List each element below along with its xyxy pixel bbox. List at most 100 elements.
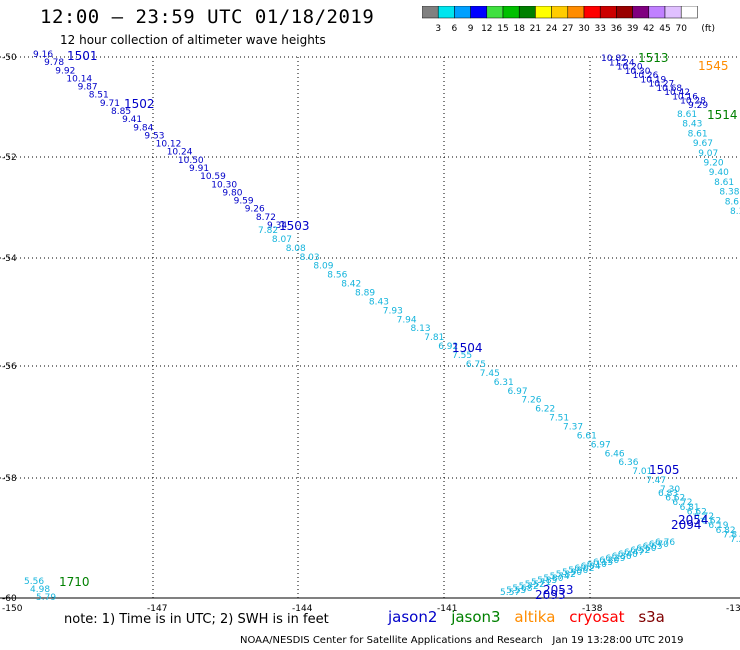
pass-number-label: 2094 bbox=[671, 518, 702, 532]
swh-value-label: 5.71 bbox=[531, 578, 551, 588]
swh-value-label: 6.15 bbox=[593, 558, 613, 568]
longitude-label: -144 bbox=[292, 604, 313, 614]
legend-s3a: s3a bbox=[638, 608, 665, 626]
swh-value-label: 6.70 bbox=[649, 540, 669, 550]
swh-value-label: 10.59 bbox=[200, 172, 226, 182]
swh-value-label: 9.59 bbox=[234, 197, 254, 207]
swh-value-label: 7.01 bbox=[632, 467, 652, 477]
swh-value-label: 8.3 bbox=[730, 207, 740, 217]
longitude-label: -13 bbox=[726, 604, 740, 614]
swh-value-label: 6.62 bbox=[665, 494, 685, 504]
legend-altika: altika bbox=[514, 608, 556, 626]
color-scale-legend: 3 6 9 12 15 18 21 24 27 30 33 36 39 42 45 70 (ft) bbox=[422, 6, 715, 34]
color-scale-tick: 9 bbox=[468, 24, 474, 34]
color-scale-tick: 6 bbox=[452, 24, 458, 34]
swh-value-label: 5.52 bbox=[525, 580, 545, 590]
swh-value-label: 5.85 bbox=[537, 576, 557, 586]
color-swatch bbox=[680, 6, 698, 19]
swh-value-label: 9.07 bbox=[698, 149, 718, 159]
pass-number-label: 1710 bbox=[59, 575, 90, 589]
swh-value-label: 7.93 bbox=[383, 306, 403, 316]
swh-value-label: 9.84 bbox=[133, 123, 153, 133]
pass-number-label: 1514 bbox=[707, 108, 738, 122]
swh-value-label: 8.89 bbox=[355, 289, 375, 299]
swh-value-label: 5.57 bbox=[500, 588, 520, 598]
satellite-legend: jason2 jason3 altika cryosat s3a bbox=[388, 608, 674, 626]
swh-value-label: 9.41 bbox=[122, 115, 142, 125]
swh-value-label: 10.50 bbox=[178, 156, 204, 166]
swh-value-label: 6.10 bbox=[587, 560, 607, 570]
color-scale-tick: 33 bbox=[594, 24, 605, 34]
swh-value-label: 6.65 bbox=[643, 542, 663, 552]
swh-value-label: 7.8 bbox=[723, 530, 738, 540]
map-subtitle: 12 hour collection of altimeter wave hei… bbox=[60, 33, 326, 47]
swh-value-label: 7.82 bbox=[258, 226, 278, 236]
swh-value-label: 10.12 bbox=[156, 140, 182, 150]
swh-value-label: 6.97 bbox=[591, 440, 611, 450]
latitude-label: -50 bbox=[2, 53, 17, 63]
altimeter-tracks: 9.169.789.9210.149.878.519.718.859.419.8… bbox=[24, 50, 740, 603]
swh-value-label: 6.47 bbox=[624, 548, 644, 558]
longitude-label: -141 bbox=[437, 604, 457, 614]
swh-value-label: 5.55 bbox=[506, 586, 526, 596]
swh-value-label: 5.96 bbox=[568, 566, 588, 576]
swh-value-label: 7.47 bbox=[646, 476, 666, 486]
swh-value-label: 8.38 bbox=[719, 188, 739, 198]
color-scale-tick: 27 bbox=[562, 24, 573, 34]
pass-number-label: 1545 bbox=[698, 59, 729, 73]
swh-value-label: 10.42 bbox=[664, 88, 690, 98]
color-scale-tick: 12 bbox=[481, 24, 492, 34]
swh-value-label: 9.80 bbox=[222, 188, 242, 198]
swh-value-label: 6.20 bbox=[599, 556, 619, 566]
swh-value-label: 7.26 bbox=[521, 396, 541, 406]
pass-number-label: 1502 bbox=[124, 97, 155, 111]
pass-number-label: 2053 bbox=[543, 583, 574, 597]
swh-value-label: 6.46 bbox=[605, 449, 625, 459]
swh-value-label: 8.08 bbox=[286, 244, 306, 254]
timestamp-text: Jan 19 13:28:00 UTC 2019 bbox=[552, 635, 684, 646]
swh-value-label: 8.56 bbox=[327, 271, 347, 281]
swh-value-label: 8.13 bbox=[411, 324, 431, 334]
latitude-label: -52 bbox=[2, 153, 17, 163]
swh-value-label: 9.92 bbox=[55, 66, 75, 76]
swh-value-label: 10.16 bbox=[672, 93, 698, 103]
latitude-label: -60 bbox=[2, 594, 17, 604]
swh-value-label: 10.30 bbox=[625, 67, 651, 77]
credit-text: NOAA/NESDIS Center for Satellite Applica… bbox=[240, 635, 543, 646]
swh-value-label: 6.72 bbox=[672, 498, 692, 508]
pass-number-label: 1505 bbox=[649, 463, 680, 477]
swh-value-label: 7.45 bbox=[480, 369, 500, 379]
pass-labels: 1501 1502 1503 1504 1505 1513 1514 1545 1710 2053… bbox=[59, 49, 738, 602]
swh-value-label: 7.2 bbox=[730, 535, 740, 545]
swh-value-label: 6.02 bbox=[574, 564, 594, 574]
legend-jason2: jason2 bbox=[388, 608, 438, 626]
latitude-label: -54 bbox=[2, 254, 17, 264]
swh-value-label: 6.36 bbox=[618, 458, 638, 468]
swh-value-label: 5.79 bbox=[36, 593, 56, 603]
swh-value-label: 9.78 bbox=[44, 58, 64, 68]
swh-value-label: 6.36 bbox=[612, 552, 632, 562]
swh-value-label: 6.76 bbox=[655, 538, 675, 548]
swh-value-label: 5.72 bbox=[519, 582, 539, 592]
swh-value-label: 9.16 bbox=[33, 50, 53, 60]
swh-value-label: 8.61 bbox=[677, 110, 697, 120]
latitude-label: -56 bbox=[2, 362, 17, 372]
color-scale-tick: 42 bbox=[643, 24, 654, 34]
color-scale-unit: (ft) bbox=[701, 24, 715, 34]
swh-value-label: 4.98 bbox=[30, 585, 50, 595]
swh-value-label: 8.42 bbox=[341, 280, 361, 290]
swh-value-label: 8.85 bbox=[111, 107, 131, 117]
map-grid bbox=[0, 56, 740, 599]
legend-cryosat: cryosat bbox=[569, 608, 625, 626]
swh-value-label: 7.51 bbox=[549, 414, 569, 424]
swh-value-label: 8.07 bbox=[272, 235, 292, 245]
longitude-label: -138 bbox=[582, 604, 603, 614]
swh-value-label: 8.03 bbox=[300, 253, 320, 263]
color-scale-tick: 3 bbox=[435, 24, 441, 34]
swh-value-label: 6.82 bbox=[716, 526, 736, 536]
swh-value-label: 10.19 bbox=[641, 75, 667, 85]
swh-value-label: 8.6 bbox=[725, 197, 740, 207]
swh-value-label: 8.09 bbox=[313, 262, 333, 272]
longitude-label: -147 bbox=[147, 604, 167, 614]
swh-value-label: 9.53 bbox=[144, 131, 164, 141]
